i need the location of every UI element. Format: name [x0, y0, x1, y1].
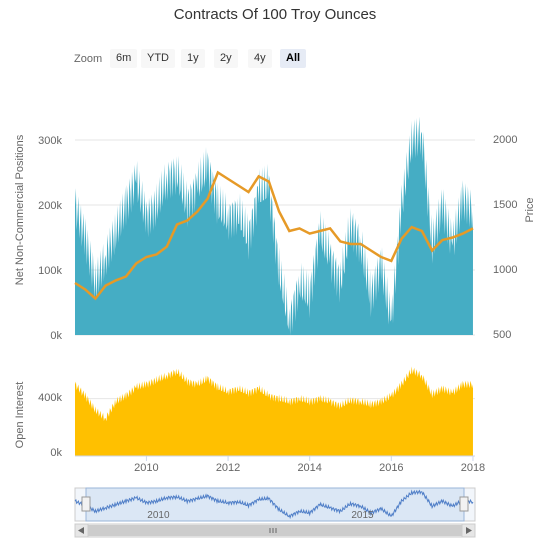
y-left-tick-3: 300k — [38, 135, 62, 147]
navigator-right-handle[interactable] — [459, 496, 469, 512]
zoom-ytd-button[interactable]: YTD — [141, 49, 175, 68]
navigator-tick-2010: 2010 — [147, 510, 170, 521]
y-left-tick-2: 200k — [38, 200, 62, 212]
scrollbar-thumb[interactable] — [88, 525, 462, 536]
x-tick-2010: 2010 — [134, 462, 158, 474]
y-left-tick-0: 0k — [50, 330, 62, 342]
scrollbar-grip-icon — [269, 528, 277, 533]
scroll-left-arrow-icon — [78, 527, 84, 534]
navigator-tick-2015: 2015 — [351, 510, 374, 521]
oi-tick-1: 400k — [38, 392, 62, 404]
zoom-label: Zoom — [74, 53, 103, 65]
zoom-6m-button[interactable]: 6m — [110, 49, 138, 68]
x-tick-2016: 2016 — [379, 462, 403, 474]
positions-area — [75, 116, 473, 335]
navigator-left-handle[interactable] — [81, 496, 91, 512]
scroll-right-arrow-icon — [466, 527, 472, 534]
price-line — [74, 170, 474, 301]
oi-tick-0: 0k — [50, 447, 62, 459]
y-left-axis-label: Net Non-Commercial Positions — [14, 134, 26, 285]
y-right-tick-2: 1500 — [493, 199, 517, 211]
y-right-tick-1: 1000 — [493, 264, 517, 276]
zoom-4y-button[interactable]: 4y — [248, 49, 272, 68]
y-right-tick-3: 2000 — [493, 134, 517, 146]
open-interest-area — [75, 366, 473, 456]
zoom-2y-button[interactable]: 2y — [214, 49, 238, 68]
y-right-tick-0: 500 — [493, 329, 511, 341]
navigator-line — [74, 489, 474, 520]
x-ticks — [145, 456, 474, 461]
oi-axis-label: Open Interest — [14, 382, 26, 449]
x-tick-2014: 2014 — [297, 462, 321, 474]
x-tick-2012: 2012 — [216, 462, 240, 474]
zoom-1y-button[interactable]: 1y — [181, 49, 205, 68]
zoom-all-button[interactable]: All — [280, 49, 307, 68]
y-right-axis-label: Price — [524, 197, 536, 222]
x-tick-2018: 2018 — [461, 462, 485, 474]
y-left-tick-1: 100k — [38, 265, 62, 277]
chart-title: Contracts Of 100 Troy Ounces — [173, 6, 377, 23]
